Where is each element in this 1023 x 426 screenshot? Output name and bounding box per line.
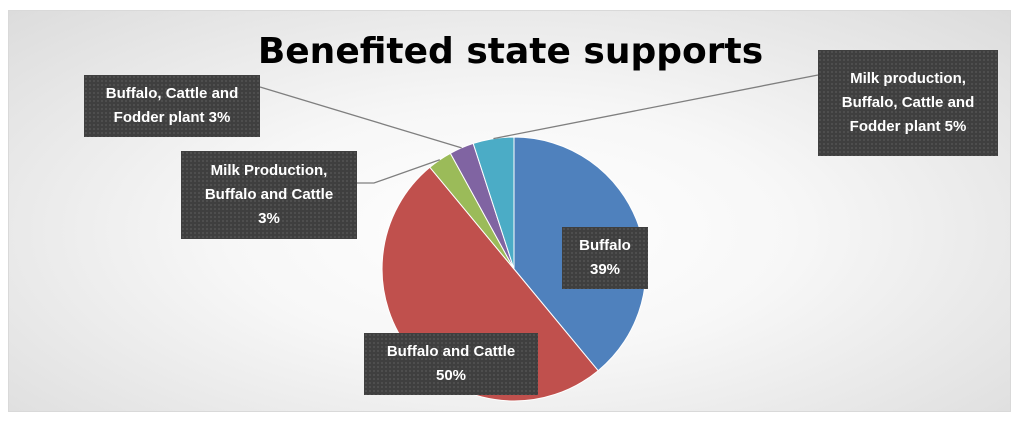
pie-slice-milk-production-buffalo-cattle-and-fodder-plant [472, 136, 515, 270]
data-label-buffalo-and-cattle: Buffalo and Cattle 50% [364, 333, 538, 395]
data-label-milk-production-buffalo-and-cattle: Milk Production, Buffalo and Cattle 3% [181, 151, 357, 239]
data-label-line: Buffalo and Cattle [204, 186, 334, 203]
data-label-line: Buffalo [579, 237, 631, 254]
chart-title: Benefited state supports [257, 31, 764, 72]
data-label-buffalo-cattle-and-fodder-plant: Buffalo, Cattle and Fodder plant 3% [84, 75, 260, 137]
data-label-line: Fodder plant 3% [113, 109, 231, 126]
data-label-line: Buffalo, Cattle and [841, 94, 975, 111]
data-label-line: 3% [258, 210, 280, 227]
leader-line-milk-production-buffalo-and-cattle [357, 159, 441, 184]
leader-line-milk-production-buffalo-cattle-and-fodder-plant [493, 74, 819, 140]
data-label-line: Milk Production, [210, 162, 328, 179]
data-label-buffalo: Buffalo 39% [562, 227, 648, 289]
data-label-line: Fodder plant 5% [849, 118, 967, 135]
leader-line-buffalo-cattle-and-fodder-plant [259, 86, 462, 149]
data-label-line: Milk production, [850, 70, 966, 87]
data-label-line: 39% [589, 261, 621, 278]
data-label-line: Buffalo and Cattle [386, 343, 516, 360]
chart-area: Benefited state supports Buffalo 39% Buffa… [8, 10, 1011, 412]
data-label-line: Buffalo, Cattle and [105, 85, 239, 102]
data-label-line: 50% [435, 367, 467, 384]
data-label-milk-production-buffalo-cattle-and-fodder-plant: Milk production, Buffalo, Cattle and Fodde… [818, 50, 998, 156]
